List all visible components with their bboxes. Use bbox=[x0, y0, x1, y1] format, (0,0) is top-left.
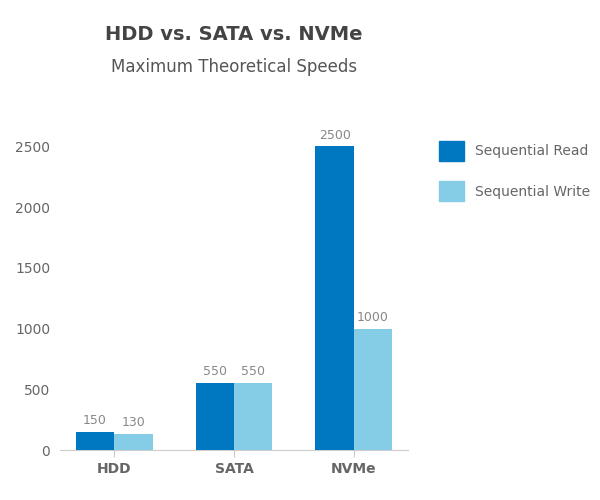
Text: Maximum Theoretical Speeds: Maximum Theoretical Speeds bbox=[111, 58, 357, 76]
Text: 130: 130 bbox=[121, 416, 145, 430]
Text: 550: 550 bbox=[203, 366, 227, 378]
Text: 550: 550 bbox=[241, 366, 265, 378]
Bar bbox=[76, 432, 114, 450]
Text: HDD vs. SATA vs. NVMe: HDD vs. SATA vs. NVMe bbox=[105, 26, 363, 44]
Bar bbox=[316, 146, 354, 450]
Text: 150: 150 bbox=[83, 414, 107, 427]
Bar bbox=[234, 383, 272, 450]
Legend: Sequential Read, Sequential Write: Sequential Read, Sequential Write bbox=[433, 134, 598, 208]
Text: 1000: 1000 bbox=[357, 310, 389, 324]
Bar bbox=[196, 383, 234, 450]
Bar bbox=[354, 328, 392, 450]
Text: 2500: 2500 bbox=[319, 128, 350, 141]
Bar bbox=[114, 434, 152, 450]
